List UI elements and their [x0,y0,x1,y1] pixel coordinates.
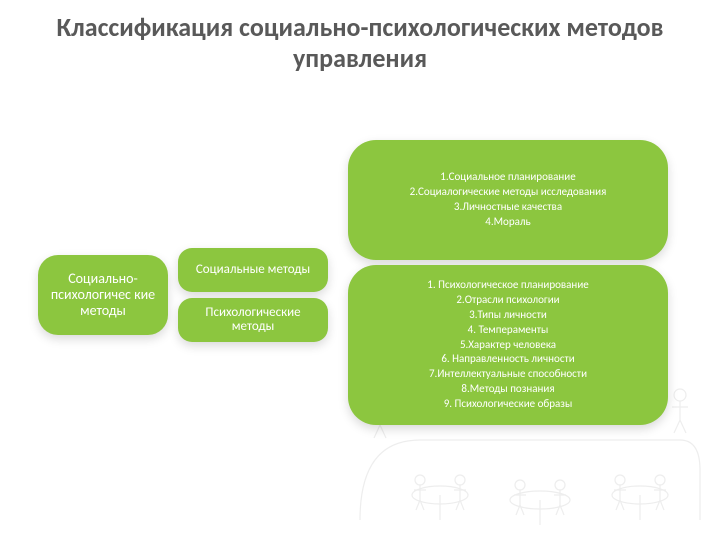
branch-top-node: Социальные методы [178,248,328,292]
branch-bottom-label: Психологические методы [188,306,318,335]
list-item: 4. Темпераменты [427,323,588,338]
list-item: 4.Мораль [410,215,607,230]
branch-top-label: Социальные методы [196,263,310,277]
list-item: 3.Личностные качества [410,200,607,215]
list-item: 8.Методы познания [427,382,588,397]
root-node: Социально-психологичес кие методы [38,255,168,335]
detail-top-list: 1.Социальное планирование 2.Социалогичес… [410,170,607,229]
page-title: Классификация социально-психологических … [40,12,680,74]
list-item: 7.Интеллектуальные способности [427,367,588,382]
list-item: 1.Социальное планирование [410,170,607,185]
list-item: 1. Психологическое планирование [427,278,588,293]
root-node-label: Социально-психологичес кие методы [48,271,158,319]
list-item: 2.Отрасли психологии [427,293,588,308]
detail-bottom-list: 1. Психологическое планирование 2.Отрасл… [427,278,588,412]
list-item: 2.Социалогические методы исследования [410,185,607,200]
list-item: 9. Психологические образы [427,397,588,412]
detail-top-node: 1.Социальное планирование 2.Социалогичес… [348,140,668,260]
list-item: 6. Направленность личности [427,352,588,367]
list-item: 3.Типы личности [427,308,588,323]
branch-bottom-node: Психологические методы [178,298,328,342]
detail-bottom-node: 1. Психологическое планирование 2.Отрасл… [348,265,668,425]
list-item: 5.Характер человека [427,338,588,353]
